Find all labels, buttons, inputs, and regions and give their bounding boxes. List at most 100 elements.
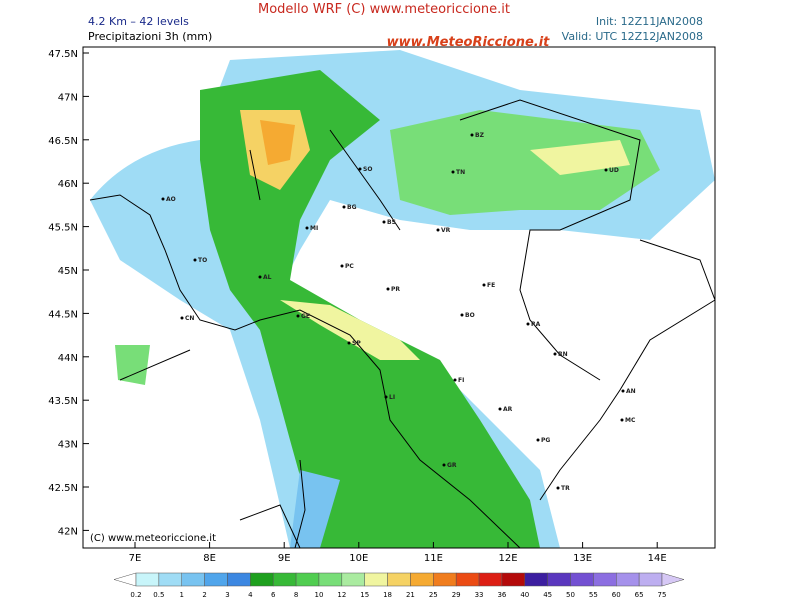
legend-swatch xyxy=(593,572,617,587)
logo: www.MeteoRiccione.it xyxy=(387,35,551,50)
legend-swatch xyxy=(341,572,365,587)
city-dot xyxy=(536,438,540,442)
lon-label: 11E xyxy=(424,553,443,564)
city-label: BO xyxy=(465,312,475,319)
city-dot xyxy=(451,170,455,174)
city-label: RN xyxy=(558,351,568,358)
city-dot xyxy=(193,258,197,262)
resolution: 4.2 Km – 42 levels xyxy=(88,15,189,28)
legend-label: 2 xyxy=(202,591,206,599)
city-label: RA xyxy=(531,321,541,328)
city-label: PG xyxy=(541,437,550,444)
city-dot xyxy=(556,486,560,490)
legend-label: 55 xyxy=(589,591,598,599)
legend-label: 0.2 xyxy=(130,591,141,599)
city-dot xyxy=(358,167,362,171)
field: Precipitazioni 3h (mm) xyxy=(88,30,212,43)
legend-swatch xyxy=(547,572,571,587)
city-label: SP xyxy=(352,340,361,347)
city-dot xyxy=(460,313,464,317)
legend-label: 0.5 xyxy=(153,591,164,599)
city-dot xyxy=(386,287,390,291)
coastlines xyxy=(89,99,716,549)
lat-label: 42.5N xyxy=(48,483,78,494)
city-dot xyxy=(436,228,440,232)
lat-label: 45.5N xyxy=(48,223,78,234)
city-dot xyxy=(442,463,446,467)
city-label: MC xyxy=(625,417,636,424)
lon-label: 10E xyxy=(349,553,368,564)
city-dot xyxy=(470,133,474,137)
city-dot xyxy=(526,322,530,326)
city-label: TN xyxy=(456,169,465,176)
city-label: MI xyxy=(310,225,318,232)
city-dot xyxy=(305,226,309,230)
legend-swatch xyxy=(638,572,663,587)
legend-swatch xyxy=(135,572,160,587)
city-label: AO xyxy=(166,196,176,203)
city-label: BZ xyxy=(475,132,485,139)
city-label: BS xyxy=(387,219,396,226)
map-frame xyxy=(82,46,716,549)
city-label: LI xyxy=(389,394,395,401)
legend-swatch xyxy=(295,572,320,587)
init: Init: 12Z11JAN2008 xyxy=(596,15,703,28)
city-dot xyxy=(258,275,262,279)
city-label: GR xyxy=(447,462,457,469)
lon-label: 14E xyxy=(648,553,667,564)
lat-label: 47.5N xyxy=(48,49,78,60)
legend-label: 10 xyxy=(314,591,323,599)
city-dot xyxy=(621,389,625,393)
legend-label: 29 xyxy=(452,591,461,599)
legend-swatch xyxy=(318,572,343,587)
city-label: FE xyxy=(487,282,495,289)
legend-swatch xyxy=(387,572,411,587)
legend-label: 33 xyxy=(475,591,484,599)
legend-label: 12 xyxy=(337,591,346,599)
lat-label: 43.5N xyxy=(48,396,78,407)
legend-label: 15 xyxy=(360,591,369,599)
legend-swatch xyxy=(524,572,548,587)
city-dot xyxy=(340,264,344,268)
lat-label: 46.5N xyxy=(48,136,78,147)
legend-swatch xyxy=(181,572,205,587)
lon-label: 12E xyxy=(498,553,517,564)
valid: Valid: UTC 12Z12JAN2008 xyxy=(562,30,703,43)
city-dot xyxy=(604,168,608,172)
legend-label: 8 xyxy=(294,591,298,599)
labels: 47.5N 47N 46.5N 46N 45.5N 45N 44.5N 44N 43.5N 43N… xyxy=(48,49,666,564)
legend-label: 40 xyxy=(520,591,529,599)
legend-label: 65 xyxy=(635,591,644,599)
legend-over xyxy=(661,572,685,587)
lon-label: 13E xyxy=(573,553,592,564)
precip-field xyxy=(83,50,715,548)
city-label: TO xyxy=(198,257,207,264)
legend-label: 3 xyxy=(225,591,229,599)
city-dot xyxy=(384,395,388,399)
legend-swatch xyxy=(227,572,251,587)
city-label: FI xyxy=(458,377,464,384)
legend-swatch xyxy=(455,572,480,587)
legend-swatch xyxy=(501,572,526,587)
city-dot xyxy=(453,378,457,382)
city-dot xyxy=(180,316,184,320)
city-label: CN xyxy=(185,315,194,322)
city-dot xyxy=(296,314,300,318)
legend-label: 36 xyxy=(497,591,506,599)
title: Modello WRF (C) www.meteoriccione.it xyxy=(258,2,510,17)
legend-swatch xyxy=(433,572,457,587)
legend-label: 6 xyxy=(271,591,276,599)
lat-label: 44N xyxy=(58,353,78,364)
city-label: BG xyxy=(347,204,357,211)
lat-label: 47N xyxy=(58,92,78,103)
city-label: PC xyxy=(345,263,354,270)
city-dot xyxy=(498,407,502,411)
lat-label: 46N xyxy=(58,179,78,190)
city-dot xyxy=(382,220,386,224)
city-dot xyxy=(620,418,624,422)
city-label: VR xyxy=(441,227,451,234)
city-label: AL xyxy=(263,274,272,281)
credit: (C) www.meteoriccione.it xyxy=(90,533,216,544)
city-dot xyxy=(482,283,486,287)
